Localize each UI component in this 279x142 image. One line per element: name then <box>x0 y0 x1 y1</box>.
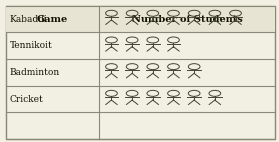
Text: Cricket: Cricket <box>10 95 44 104</box>
Text: Tennikoit: Tennikoit <box>10 41 52 50</box>
Text: Badminton: Badminton <box>10 68 60 77</box>
Text: Number of Students: Number of Students <box>132 14 242 24</box>
Bar <box>6 6 275 32</box>
Text: Kabaddi: Kabaddi <box>10 14 47 24</box>
Text: Game: Game <box>37 14 68 24</box>
